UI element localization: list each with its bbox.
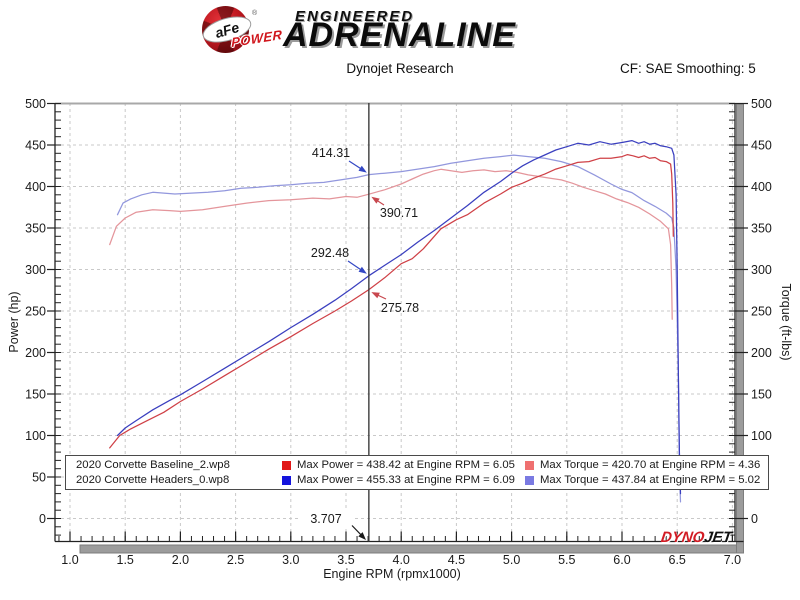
readout-label-torque_headers: 414.31 bbox=[312, 146, 350, 160]
x-scrollbar[interactable] bbox=[79, 544, 744, 554]
y-tick-label-right: 500 bbox=[751, 97, 772, 111]
legend-row-headers: 2020 Corvette Headers_0.wp8 Max Power = … bbox=[66, 474, 768, 486]
dynojet-logo-jet: JET bbox=[703, 529, 734, 546]
x-tick-label: 5.0 bbox=[503, 553, 520, 567]
legend-file-baseline: 2020 Corvette Baseline_2.wp8 bbox=[76, 459, 230, 471]
readout-label-power_headers: 292.48 bbox=[311, 246, 349, 260]
x-tick-label: 2.5 bbox=[227, 553, 244, 567]
cursor-label-bg bbox=[299, 510, 353, 527]
readout-label-torque_baseline: 390.71 bbox=[380, 206, 418, 220]
x-tick-label: 1.0 bbox=[61, 553, 78, 567]
correction-factor-text: CF: SAE Smoothing: 5 bbox=[620, 61, 756, 76]
y-tick-label-right: 100 bbox=[751, 429, 772, 443]
legend-row-baseline: 2020 Corvette Baseline_2.wp8 Max Power =… bbox=[66, 459, 768, 471]
brand-adrenaline-text: ADRENALINE bbox=[283, 16, 516, 54]
x-tick-label: 3.0 bbox=[282, 553, 299, 567]
y-tick-label-right: 0 bbox=[751, 512, 758, 526]
readout-label-power_baseline: 275.78 bbox=[381, 301, 419, 315]
y-tick-label-left: 150 bbox=[25, 388, 46, 402]
readout-torque_baseline-arrowhead-icon bbox=[371, 196, 380, 204]
curve-torque_baseline bbox=[109, 168, 673, 320]
left-axis-title: Power (hp) bbox=[7, 291, 21, 353]
curve-power_headers bbox=[116, 139, 682, 495]
y-tick-label-right: 350 bbox=[751, 222, 772, 236]
y-tick-label-left: 350 bbox=[25, 222, 46, 236]
y-tick-label-left: 450 bbox=[25, 139, 46, 153]
cursor-rpm-label: 3.707 bbox=[310, 512, 341, 526]
x-tick-label: 2.0 bbox=[172, 553, 189, 567]
y-tick-label-left: 0 bbox=[39, 512, 46, 526]
dynojet-logo: DYNOJET bbox=[660, 529, 733, 546]
brand-engineered-text: ENGINEERED bbox=[295, 8, 415, 25]
registered-mark: ® bbox=[252, 10, 258, 17]
legend-max-torque-baseline: Max Torque = 420.70 at Engine RPM = 4.36 bbox=[540, 459, 761, 471]
readout-torque_headers-arrowhead-icon bbox=[358, 165, 367, 173]
legend-max-power-baseline: Max Power = 438.42 at Engine RPM = 6.05 bbox=[297, 459, 515, 471]
y-tick-label-left: 500 bbox=[25, 97, 46, 111]
dynojet-logo-dyno: DYNO bbox=[659, 529, 706, 546]
y-tick-label-right: 450 bbox=[751, 139, 772, 153]
chart-legend: 2020 Corvette Baseline_2.wp8 Max Power =… bbox=[65, 455, 769, 490]
y-tick-label-left: 400 bbox=[25, 180, 46, 194]
x-tick-label: 6.0 bbox=[613, 553, 630, 567]
curve-power_baseline bbox=[109, 153, 674, 449]
curve-torque_headers bbox=[116, 154, 682, 503]
x-tick-label: 6.5 bbox=[669, 553, 686, 567]
y-tick-label-left: 100 bbox=[25, 429, 46, 443]
x-axis-title: Engine RPM (rpmx1000) bbox=[323, 567, 461, 581]
x-tick-label: 5.5 bbox=[558, 553, 575, 567]
right-axis-title: Torque (ft-lbs) bbox=[779, 283, 793, 361]
y-tick-label-right: 300 bbox=[751, 263, 772, 277]
y-tick-label-left: 200 bbox=[25, 346, 46, 360]
x-tick-label: 4.5 bbox=[448, 553, 465, 567]
readout-power_baseline-arrowhead-icon bbox=[371, 292, 380, 299]
legend-max-power-headers: Max Power = 455.33 at Engine RPM = 6.09 bbox=[297, 474, 515, 486]
baseline-power-swatch-icon bbox=[282, 460, 291, 470]
y-tick-label-right: 200 bbox=[751, 346, 772, 360]
y-tick-label-right: 150 bbox=[751, 388, 772, 402]
x-tick-label: 7.0 bbox=[724, 553, 741, 567]
headers-torque-swatch-icon bbox=[525, 475, 534, 485]
y-tick-label-left: 250 bbox=[25, 305, 46, 319]
x-tick-label: 4.0 bbox=[393, 553, 410, 567]
legend-max-torque-headers: Max Torque = 437.84 at Engine RPM = 5.02 bbox=[540, 474, 761, 486]
x-tick-label: 1.5 bbox=[117, 553, 134, 567]
x-tick-label: 3.5 bbox=[337, 553, 354, 567]
y-tick-label-left: 50 bbox=[32, 471, 46, 485]
y-tick-label-left: 300 bbox=[25, 263, 46, 277]
headers-power-swatch-icon bbox=[282, 475, 291, 485]
readout-power_headers-arrowhead-icon bbox=[358, 266, 367, 274]
baseline-torque-swatch-icon bbox=[525, 460, 534, 470]
y-tick-label-right: 400 bbox=[751, 180, 772, 194]
legend-file-headers: 2020 Corvette Headers_0.wp8 bbox=[76, 474, 230, 486]
y-tick-label-right: 250 bbox=[751, 305, 772, 319]
chart-subtitle: Dynojet Research bbox=[346, 61, 454, 76]
cursor-arrowhead-icon bbox=[358, 532, 366, 540]
